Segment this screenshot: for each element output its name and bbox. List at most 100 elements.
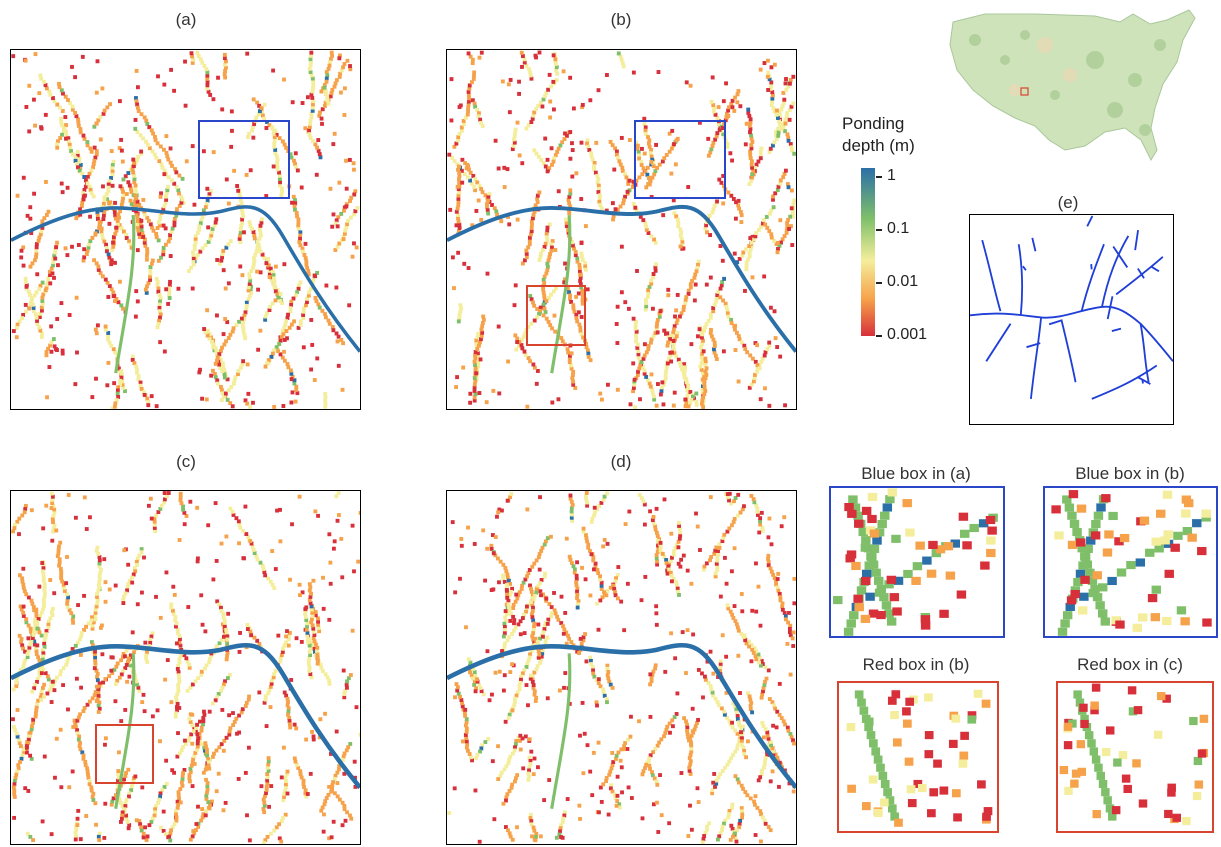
raster-cell (190, 723, 195, 728)
raster-cell (248, 223, 253, 228)
raster-cell (506, 602, 511, 607)
raster-cell (155, 141, 160, 146)
raster-cell (172, 181, 177, 186)
raster-cell (736, 492, 741, 497)
raster-cell (765, 225, 770, 230)
raster-cell (599, 583, 604, 588)
raster-cell (581, 635, 586, 640)
raster-cell (265, 765, 270, 770)
raster-cell (344, 202, 349, 207)
raster-cell (596, 571, 601, 576)
raster-cell (722, 532, 727, 537)
raster-cell (456, 213, 461, 217)
raster-cell (520, 671, 525, 676)
raster-cell (766, 557, 770, 561)
raster-cell (222, 394, 226, 399)
raster-cell (190, 54, 194, 59)
raster-cell (127, 823, 132, 828)
raster-cell (113, 216, 118, 221)
raster-cell (531, 597, 536, 601)
raster-cell (19, 667, 23, 672)
raster-cell (12, 791, 17, 796)
raster-cell (152, 152, 157, 157)
raster-cell (121, 189, 125, 194)
raster-cell (26, 289, 31, 294)
raster-cell (464, 625, 468, 630)
raster-cell (619, 135, 624, 140)
raster-cell (14, 677, 19, 682)
raster-cell (206, 523, 211, 528)
raster-cell (350, 523, 355, 528)
raster-cell (176, 673, 181, 678)
raster-cell (727, 759, 732, 764)
raster-cell (734, 330, 739, 335)
raster-cell (183, 738, 187, 743)
raster-cell (29, 299, 34, 304)
raster-cell (227, 713, 232, 718)
raster-cell (332, 539, 337, 544)
raster-cell (34, 248, 39, 253)
raster-cell (569, 351, 574, 356)
raster-cell (646, 288, 651, 293)
raster-cell (60, 123, 64, 128)
raster-cell (88, 214, 92, 219)
raster-cell (535, 200, 540, 205)
raster-cell (145, 834, 150, 839)
raster-cell (792, 576, 796, 581)
raster-cell (184, 514, 189, 518)
raster-cell (40, 298, 45, 303)
raster-cell (472, 395, 477, 400)
raster-cell (249, 633, 254, 638)
raster-cell (655, 165, 659, 170)
raster-cell (768, 739, 773, 744)
raster-cell (684, 295, 689, 300)
raster-cell (468, 670, 472, 675)
raster-cell (317, 305, 322, 310)
raster-cell (567, 290, 571, 295)
raster-cell (532, 692, 537, 697)
raster-cell (517, 79, 521, 84)
raster-cell (682, 373, 687, 378)
raster-cell (264, 784, 269, 789)
raster-cell (671, 339, 676, 343)
raster-cell (504, 569, 509, 574)
raster-cell (304, 262, 309, 267)
raster-cell (633, 332, 638, 337)
raster-cell (151, 131, 156, 136)
raster-cell (309, 53, 313, 58)
raster-cell (755, 369, 760, 374)
raster-cell (342, 695, 347, 700)
raster-cell (520, 261, 525, 266)
raster-cell (114, 228, 119, 233)
raster-cell (540, 648, 545, 653)
raster-cell (721, 349, 726, 354)
raster-cell (273, 264, 278, 269)
raster-cell (282, 325, 287, 330)
raster-cell (748, 126, 753, 131)
raster-cell (585, 503, 590, 508)
raster-cell (740, 809, 745, 814)
raster-cell (222, 634, 226, 639)
raster-cell (278, 507, 282, 512)
raster-cell (724, 654, 729, 659)
raster-cell (308, 70, 313, 75)
raster-cell (478, 357, 483, 362)
raster-cell (574, 580, 579, 585)
raster-cell (126, 582, 131, 586)
raster-cell (674, 580, 679, 585)
raster-cell (320, 308, 325, 313)
raster-cell (175, 630, 180, 635)
raster-cell (307, 128, 312, 133)
raster-cell (596, 677, 601, 682)
raster-cell (509, 590, 514, 594)
raster-cell (706, 680, 711, 685)
raster-cell (42, 638, 47, 643)
raster-cell (73, 155, 78, 160)
raster-cell (475, 677, 479, 682)
raster-cell (758, 663, 763, 668)
raster-cell (565, 287, 570, 292)
raster-cell (180, 774, 185, 779)
raster-cell (528, 294, 533, 299)
raster-cell (74, 114, 79, 119)
raster-cell (787, 117, 792, 122)
